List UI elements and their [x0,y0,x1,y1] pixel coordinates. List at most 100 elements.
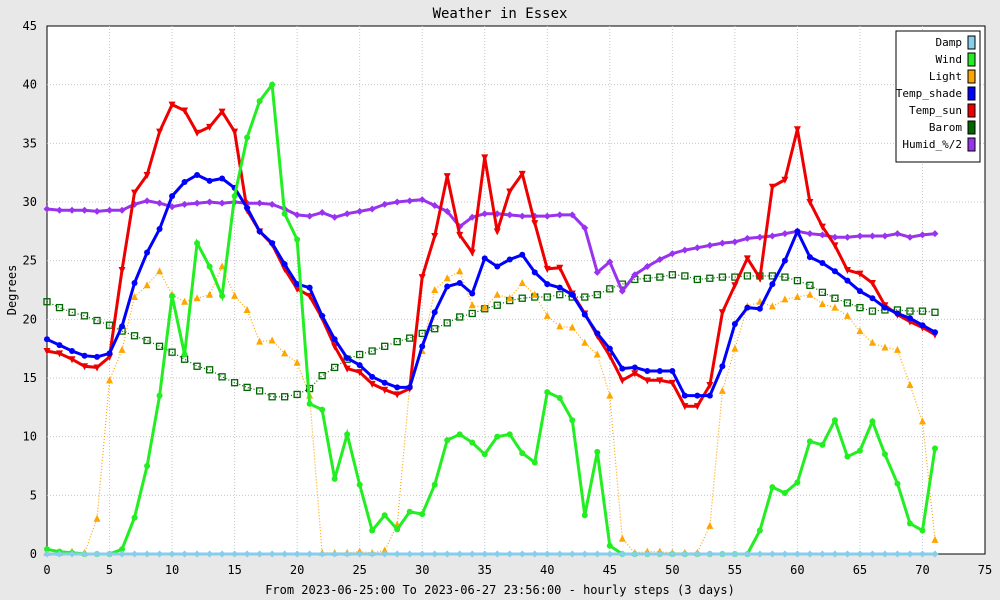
data-point-barom [918,307,927,315]
data-point-humid-2 [506,211,514,219]
data-point-temp-shade [919,322,926,329]
data-point-barom [93,316,101,325]
data-point-barom [743,272,752,280]
data-point-humid-2 [431,202,439,210]
data-point-barom [831,294,839,302]
data-point-temp-shade [69,348,76,355]
data-point-damp [56,550,64,558]
data-point-temp-shade [644,367,651,374]
data-point-temp-sun [56,350,64,358]
data-point-light [568,323,576,331]
data-point-damp [393,550,401,558]
data-point-humid-2 [318,209,326,217]
y-tick-label: 15 [23,371,37,385]
data-point-barom [906,307,914,315]
data-point-temp-sun [93,364,101,372]
data-point-barom [781,273,789,281]
data-point-wind [369,527,376,534]
data-point-light [531,290,539,298]
legend-swatch-humid-2 [967,137,976,152]
data-point-barom [806,281,814,289]
data-point-humid-2 [556,211,564,219]
data-point-temp-sun [143,172,151,180]
data-point-temp-sun [818,223,826,231]
data-point-temp-sun [606,352,614,360]
data-point-humid-2 [81,206,89,214]
data-point-wind [306,400,313,407]
data-point-humid-2 [593,268,601,276]
data-point-temp-sun [368,380,376,388]
data-point-barom [706,274,714,282]
data-point-humid-2 [906,233,914,241]
data-point-damp [293,550,301,558]
data-point-temp-shade [394,384,401,391]
data-point-barom [255,387,264,395]
data-point-wind [269,81,276,88]
x-tick-label: 0 [43,563,50,577]
data-point-temp-shade [881,304,888,311]
data-point-wind [281,210,288,217]
data-point-temp-sun [181,107,189,115]
data-point-barom [331,363,339,372]
data-point-temp-shade [181,179,188,186]
data-point-temp-shade [94,353,101,360]
data-point-humid-2 [868,232,876,240]
data-point-light [781,295,789,303]
y-tick-label: 5 [30,488,37,502]
data-point-barom [155,342,164,350]
data-point-temp-shade [656,367,663,374]
data-point-temp-sun [456,231,464,239]
data-point-damp [418,550,426,558]
data-point-humid-2 [581,224,589,232]
data-point-wind [481,451,488,458]
data-point-temp-shade [356,362,363,369]
data-point-damp [706,550,714,558]
data-point-light [718,386,726,394]
legend-label-humid-2: Humid_%/2 [902,138,962,151]
data-point-wind [919,527,926,534]
data-point-damp [93,550,101,558]
data-point-temp-sun [431,233,439,241]
data-point-wind [869,418,876,425]
data-point-temp-shade [269,240,276,247]
x-tick-label: 10 [165,563,179,577]
data-point-temp-shade [794,228,801,235]
data-point-damp [718,550,726,558]
data-point-barom [693,275,701,284]
data-point-light [256,337,264,345]
data-point-temp-shade [856,288,863,295]
y-tick-label: 40 [23,78,37,92]
y-tick-label: 0 [30,547,37,561]
data-point-wind [156,392,163,399]
data-point-temp-sun [506,188,514,196]
data-point-damp [531,550,539,558]
data-point-wind [556,394,563,401]
data-point-barom [493,301,501,309]
data-point-light [543,311,551,319]
data-point-damp [793,550,801,558]
data-point-temp-sun [681,403,689,411]
data-point-temp-shade [44,336,50,343]
data-point-barom [68,308,76,316]
data-point-temp-shade [219,175,226,182]
data-point-barom [43,298,51,306]
data-point-barom [556,291,564,299]
data-point-barom [681,272,689,280]
data-point-temp-sun [206,123,214,131]
data-point-temp-sun [793,126,801,134]
data-point-humid-2 [568,211,576,219]
data-point-light [243,305,251,313]
data-point-humid-2 [381,200,389,208]
data-point-temp-shade [731,321,738,328]
data-point-temp-shade [444,283,451,290]
chart-title: Weather in Essex [433,6,568,22]
data-point-temp-sun [493,228,501,236]
data-point-barom [856,303,864,312]
data-point-damp [806,550,814,558]
data-point-temp-sun [756,275,764,283]
data-point-wind [144,463,151,469]
data-point-temp-shade [706,392,713,399]
data-point-wind [344,431,351,438]
data-point-humid-2 [193,199,201,207]
data-point-damp [243,550,251,558]
